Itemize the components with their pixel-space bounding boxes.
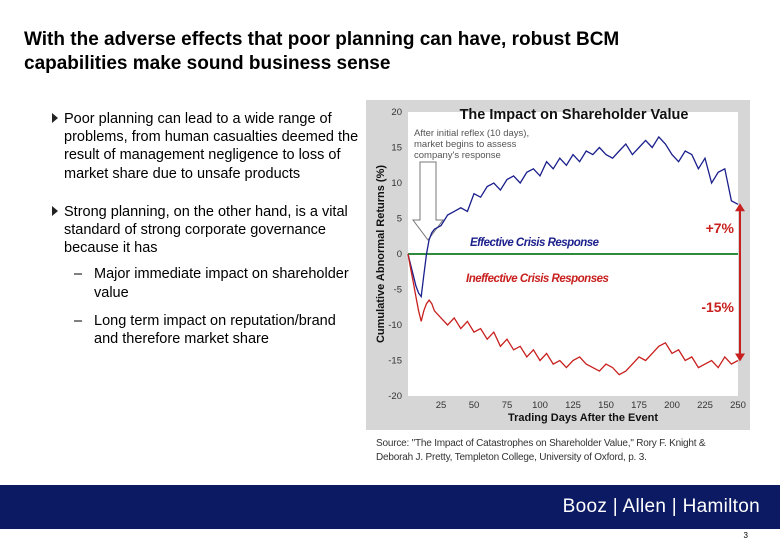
sub-bullet-item-2: – Long term impact on reputation/brand a…	[64, 312, 362, 348]
y-tick-label: 20	[391, 107, 402, 118]
series-line-effective	[407, 135, 739, 299]
y-tick-label: -10	[388, 320, 402, 331]
chart-title: The Impact on Shareholder Value	[460, 107, 689, 123]
triangle-bullet-icon	[52, 113, 58, 123]
series-label-effective: Effective Crisis Response	[470, 237, 600, 249]
slide-title-line1: With the adverse effects that poor plann…	[24, 29, 620, 50]
chart-annotation: After initial reflex (10 days), market be…	[414, 128, 529, 161]
x-tick-label: 25	[436, 400, 447, 411]
y-tick-label: 15	[391, 143, 402, 154]
x-tick-label: 125	[565, 400, 581, 411]
series-line-ineffective	[407, 253, 739, 376]
sub-bullet-item-1: – Major immediate impact on shareholder …	[64, 265, 362, 301]
x-tick-label: 175	[631, 400, 647, 411]
triangle-bullet-icon	[52, 205, 58, 216]
x-tick-label: 50	[469, 400, 480, 411]
bullet-item-2: Strong planning, on the other hand, is a…	[52, 203, 362, 348]
x-tick-label: 200	[664, 400, 680, 411]
x-tick-label: 100	[532, 400, 548, 411]
arrow-up-icon	[735, 203, 745, 212]
y-tick-label: -15	[388, 356, 402, 367]
source-note: Source: "The Impact of Catastrophes on S…	[376, 437, 756, 465]
sub-bullet-text-2: Long term impact on reputation/brand and…	[94, 312, 336, 348]
y-tick-label: -20	[388, 391, 402, 402]
dash-bullet: –	[74, 312, 83, 329]
source-line1: Source: "The Impact of Catastrophes on S…	[376, 438, 706, 449]
end-label-effective: +7%	[706, 220, 735, 236]
annotation-line: market begins to assess	[414, 139, 517, 150]
bullet-text-1: Poor planning can lead to a wide range o…	[64, 111, 359, 182]
annotation-line: After initial reflex (10 days),	[414, 128, 529, 139]
series-label-ineffective: Ineffective Crisis Responses	[466, 273, 608, 285]
bullet-text-2: Strong planning, on the other hand, is a…	[64, 203, 348, 257]
y-tick-label: 0	[397, 249, 402, 260]
page-number: 3	[743, 531, 748, 540]
x-tick-label: 150	[598, 400, 614, 411]
bullet-list: Poor planning can lead to a wide range o…	[52, 110, 362, 368]
slide-title: With the adverse effects that poor plann…	[24, 28, 764, 76]
x-tick-label: 225	[697, 400, 713, 411]
annotation-line: company's response	[414, 150, 501, 161]
footer-bar: Booz | Allen | Hamilton	[0, 485, 780, 529]
chart-panel: The Impact on Shareholder Value 20 15 10 5 0-…	[366, 100, 750, 430]
y-tick-label: 5	[397, 214, 402, 225]
sub-bullet-list: – Major immediate impact on shareholder …	[64, 265, 362, 348]
slide-title-line2: capabilities make sound business sense	[24, 53, 391, 74]
y-tick-label: 10	[391, 178, 402, 189]
down-arrow-icon	[412, 161, 444, 241]
y-tick-label: -5	[394, 285, 402, 296]
bullet-item-1: Poor planning can lead to a wide range o…	[52, 110, 362, 183]
arrow-down-icon	[735, 353, 745, 362]
source-line2: Deborah J. Pretty, Templeton College, Un…	[376, 452, 647, 463]
x-axis-title: Trading Days After the Event	[508, 412, 658, 424]
shareholder-value-chart: The Impact on Shareholder Value20151050-…	[375, 107, 746, 424]
y-axis-title: Cumulative Abnormal Returns (%)	[375, 165, 387, 343]
sub-bullet-text-1: Major immediate impact on shareholder va…	[94, 266, 349, 301]
company-logo: Booz | Allen | Hamilton	[562, 496, 760, 517]
x-tick-label: 250	[730, 400, 746, 411]
x-tick-label: 75	[502, 400, 513, 411]
end-label-ineffective: -15%	[701, 299, 734, 315]
dash-bullet: –	[74, 266, 83, 283]
